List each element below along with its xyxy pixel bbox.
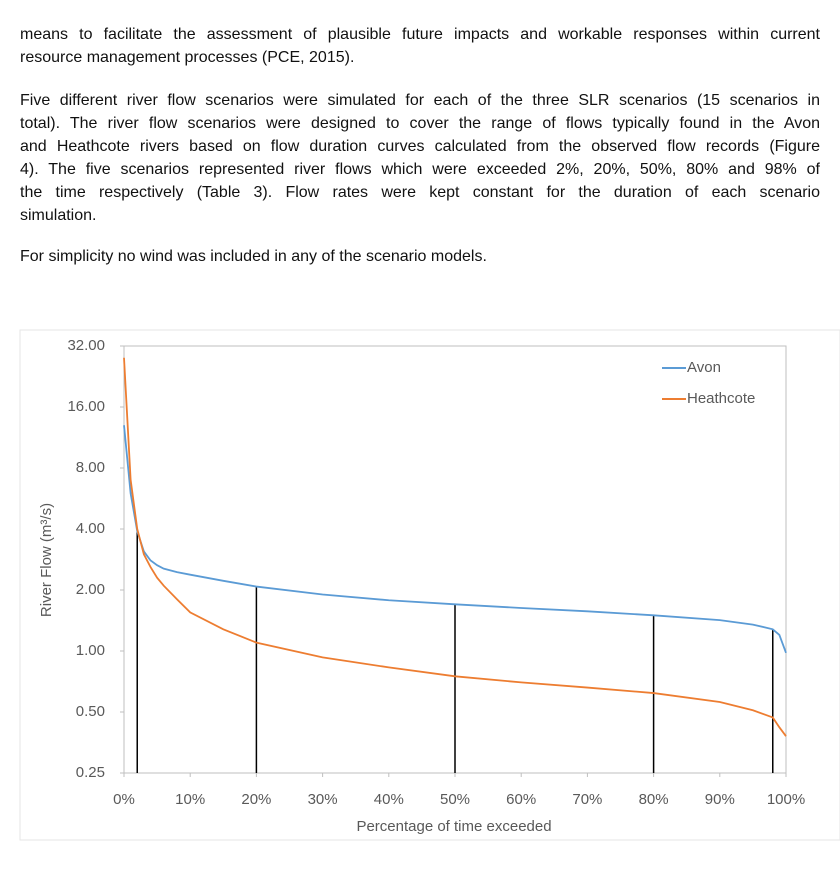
text-line: simulation.	[20, 207, 97, 224]
y-tick-label: 8.00	[76, 459, 105, 476]
y-tick-label: 0.25	[76, 764, 105, 781]
chart-border	[19, 329, 840, 841]
text-line: For simplicity no wind was included in a…	[20, 248, 487, 265]
x-tick-label: 80%	[639, 791, 669, 808]
text-line: and Heathcote rivers based on flow durat…	[20, 138, 820, 155]
x-tick-label: 100%	[767, 791, 805, 808]
x-tick-label: 50%	[440, 791, 470, 808]
text-line: resource management processes (PCE, 2015…	[20, 49, 355, 66]
series-line	[123, 425, 787, 654]
text-line: total). The river flow scenarios were de…	[20, 115, 820, 132]
document: means to facilitate the assessment of pl…	[0, 0, 840, 330]
text-line: Five different river flow scenarios were…	[20, 92, 820, 109]
y-tick-label: 1.00	[76, 642, 105, 659]
y-axis-title: River Flow (m³/s)	[38, 503, 55, 617]
x-tick-label: 40%	[374, 791, 404, 808]
x-tick-label: 60%	[506, 791, 536, 808]
x-tick-label: 10%	[175, 791, 205, 808]
y-tick-label: 0.50	[76, 703, 105, 720]
x-tick-label: 30%	[308, 791, 338, 808]
x-tick-label: 0%	[113, 791, 135, 808]
x-axis-title: Percentage of time exceeded	[356, 818, 551, 835]
y-tick-label: 4.00	[76, 520, 105, 537]
text-line: the time respectively (Table 3). Flow ra…	[20, 184, 820, 201]
x-tick-label: 90%	[705, 791, 735, 808]
text-line: means to facilitate the assessment of pl…	[20, 26, 820, 43]
text-line: 4). The five scenarios represented river…	[20, 161, 820, 178]
y-tick-label: 32.00	[67, 337, 105, 354]
legend-label: Avon	[687, 359, 721, 376]
y-tick-label: 16.00	[67, 398, 105, 415]
legend-label: Heathcote	[687, 390, 755, 407]
y-tick-label: 2.00	[76, 581, 105, 598]
x-tick-label: 20%	[241, 791, 271, 808]
series-line	[123, 357, 787, 737]
x-tick-label: 70%	[572, 791, 602, 808]
